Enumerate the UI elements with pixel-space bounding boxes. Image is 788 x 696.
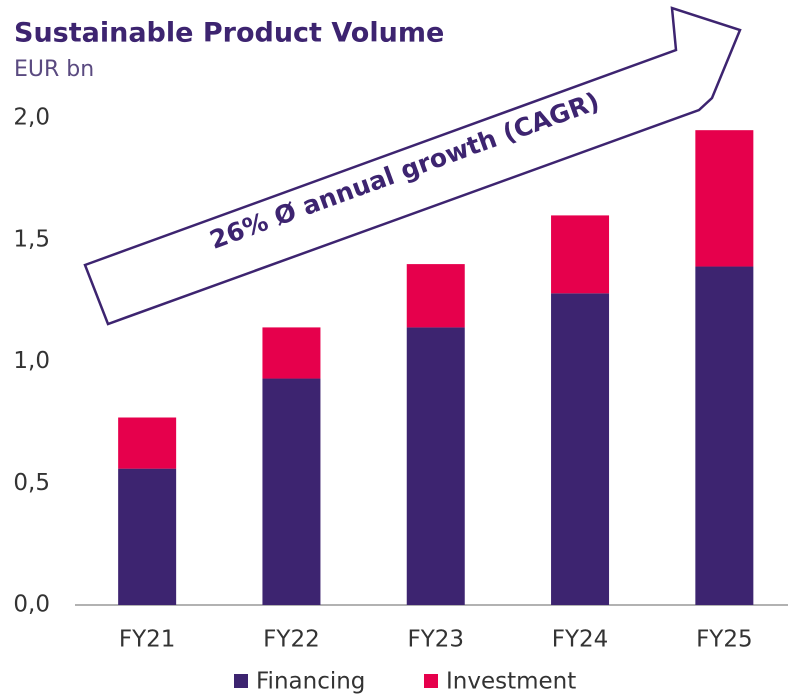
legend-swatch	[424, 674, 438, 688]
chart-subtitle: EUR bn	[14, 57, 94, 82]
growth-arrow	[83, 6, 742, 326]
x-tick-label: FY25	[696, 627, 753, 653]
bar-segment	[262, 327, 321, 379]
bar-segment	[551, 215, 610, 294]
bar-segment	[695, 130, 754, 267]
legend-swatch	[234, 674, 248, 688]
x-tick-label: FY22	[263, 627, 320, 653]
y-tick-label: 0,0	[13, 592, 50, 618]
y-tick-label: 1,0	[13, 348, 50, 374]
chart-title: Sustainable Product Volume	[14, 18, 444, 49]
bar-segment	[406, 327, 465, 605]
bar-segment	[262, 378, 321, 605]
x-tick-label: FY21	[119, 627, 176, 653]
legend-label: Investment	[446, 669, 576, 695]
bar-segment	[695, 266, 754, 605]
x-tick-label: FY23	[407, 627, 464, 653]
y-tick-label: 0,5	[13, 470, 50, 496]
y-tick-label: 1,5	[13, 226, 50, 252]
legend-label: Financing	[256, 669, 365, 695]
y-tick-label: 2,0	[13, 105, 50, 131]
bar-segment	[551, 293, 610, 605]
x-tick-label: FY24	[552, 627, 609, 653]
bar-segment	[406, 264, 465, 328]
annotation: 26% Ø annual growth (CAGR)	[206, 86, 603, 254]
bar-segment	[118, 417, 177, 469]
bar-segment	[118, 468, 177, 605]
